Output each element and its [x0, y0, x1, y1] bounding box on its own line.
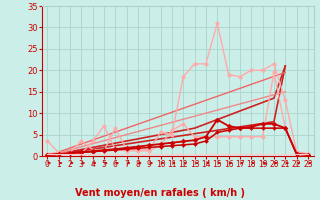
Text: Vent moyen/en rafales ( km/h ): Vent moyen/en rafales ( km/h ) [75, 188, 245, 198]
